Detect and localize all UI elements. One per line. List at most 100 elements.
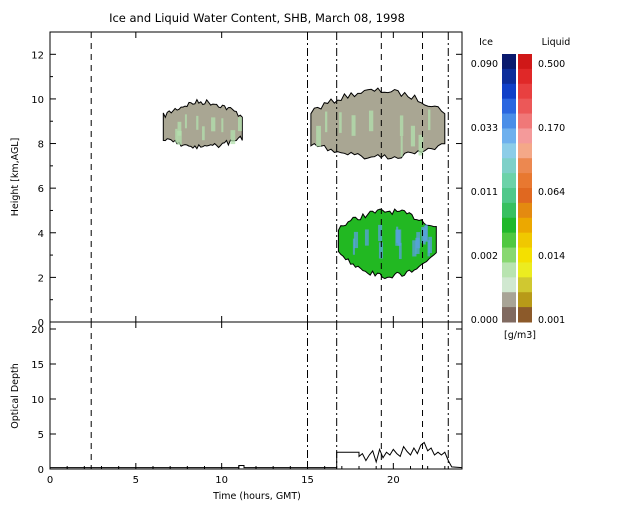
height-tick-label-6: 12: [31, 50, 44, 61]
optical-tick-label-2: 10: [31, 395, 44, 406]
cloud-streak-0-9: [202, 126, 205, 141]
cloud-streak-1-5: [428, 109, 431, 131]
cloud-streak-2-16: [423, 225, 428, 242]
optical-tick-label-0: 0: [38, 465, 44, 476]
cloud-streak-2-12: [396, 226, 399, 243]
colorbar-liquid-swatch-7: [518, 158, 532, 174]
optical-time-markers: [90, 322, 449, 469]
colorbar-liquid-label: Liquid: [542, 37, 571, 48]
colorbar-liquid-tick-0: 0.500: [538, 59, 565, 70]
cloud-streak-2-8: [415, 237, 420, 254]
optical-depth-series-line: [50, 441, 462, 469]
cloud-streak-1-3: [400, 136, 403, 157]
colorbar-ice-swatch-15: [502, 277, 516, 293]
colorbar-ice-swatch-16: [502, 292, 516, 308]
colorbar-ice-swatch-9: [502, 188, 516, 204]
time-tick-label-1: 5: [133, 475, 139, 486]
time-tick-label-3: 15: [301, 475, 314, 486]
colorbar-liquid-swatch-4: [518, 113, 532, 129]
colorbar-ice-label: Ice: [479, 37, 493, 48]
height-tick-label-4: 8: [38, 140, 44, 151]
time-markers: [90, 32, 449, 322]
cloud-streak-0-1: [196, 115, 199, 130]
plot-frame: [49, 31, 463, 470]
cloud-streak-2-13: [397, 229, 402, 246]
cloud-streak-2-11: [412, 240, 417, 257]
colorbar-ticks: 0.090 0.033 0.011 0.002 0.000 0.500 0.170 0.064…: [471, 59, 565, 326]
colorbar-liquid-swatch-16: [518, 292, 532, 308]
height-tick-label-3: 6: [38, 184, 44, 195]
colorbar-liquid-tick-2: 0.064: [538, 187, 565, 198]
time-tick-label-2: 10: [215, 475, 228, 486]
cloud-streak-0-3: [177, 121, 182, 136]
colorbar-liquid-tick-1: 0.170: [538, 123, 565, 134]
cloud-streak-2-4: [378, 224, 383, 242]
water-content-panel: 0 2 4 6 8 10 12 Height [km,AGL]: [10, 32, 462, 329]
colorbar-ice-swatch-14: [502, 262, 516, 278]
colorbar-liquid-swatch-6: [518, 143, 532, 159]
colorbar-ice-swatch-6: [502, 143, 516, 159]
cloud-streak-0-4: [177, 130, 182, 145]
cloud-streak-1-8: [339, 112, 342, 133]
height-tick-label-5: 10: [31, 95, 44, 106]
cloud-streak-1-0: [351, 115, 356, 136]
colorbar: Ice Liquid 0.090 0.033 0.011 0.002 0.000 0.50…: [471, 37, 571, 341]
colorbar-ice-tick-1: 0.033: [471, 123, 498, 134]
colorbar-ice-swatch-2: [502, 83, 516, 100]
colorbar-liquid-swatch-12: [518, 232, 532, 249]
colorbar-ice-swatch-11: [502, 217, 516, 234]
height-tick-label-2: 4: [38, 229, 44, 240]
cloud-streak-0-0: [175, 128, 178, 143]
cloud-regions: [162, 87, 446, 280]
optical-depth-axis-label: Optical Depth: [10, 363, 21, 429]
colorbar-ice-column: [502, 54, 516, 323]
colorbar-ice-swatch-8: [502, 173, 516, 189]
time-axis-label: Time (hours, GMT): [212, 491, 301, 502]
cloud-streak-0-8: [211, 117, 216, 132]
chart-title: Ice and Liquid Water Content, SHB, March…: [109, 11, 405, 25]
colorbar-liquid-swatch-2: [518, 83, 532, 100]
colorbar-ice-swatch-13: [502, 247, 516, 263]
optical-tick-label-1: 5: [38, 430, 44, 441]
cloud-streak-1-7: [316, 125, 321, 147]
colorbar-ice-tick-3: 0.002: [471, 251, 498, 262]
colorbar-ice-swatch-5: [502, 128, 516, 144]
cloud-streak-2-9: [353, 231, 359, 249]
colorbar-liquid-swatch-13: [518, 247, 532, 263]
cloud-streak-1-9: [399, 115, 404, 137]
colorbar-liquid-column: [518, 54, 532, 323]
colorbar-ice-swatch-0: [502, 54, 516, 70]
cloud-streak-2-17: [378, 242, 383, 259]
colorbar-liquid-swatch-9: [518, 188, 532, 204]
cloud-streak-2-15: [398, 242, 402, 259]
optical-tick-label-3: 15: [31, 360, 44, 371]
cloud-streak-0-7: [184, 114, 187, 129]
colorbar-liquid-swatch-0: [518, 54, 532, 70]
cloud-streak-2-14: [364, 229, 369, 246]
cloud-streak-2-10: [428, 236, 432, 253]
colorbar-liquid-swatch-14: [518, 262, 532, 278]
colorbar-ice-swatch-1: [502, 68, 516, 85]
colorbar-liquid-swatch-10: [518, 202, 532, 219]
colorbar-ice-swatch-12: [502, 232, 516, 249]
colorbar-liquid-tick-3: 0.014: [538, 251, 565, 262]
time-tick-label-0: 0: [47, 475, 53, 486]
cloud-streak-0-5: [230, 130, 236, 145]
height-axis-label: Height [km,AGL]: [10, 138, 21, 217]
colorbar-liquid-tick-4: 0.001: [538, 315, 565, 326]
colorbar-liquid-swatch-1: [518, 68, 532, 85]
optical-depth-axis: 0 5 10 15 20: [31, 325, 462, 476]
colorbar-liquid-swatch-5: [518, 128, 532, 144]
colorbar-ice-swatch-17: [502, 307, 516, 323]
cloud-region-0: [162, 98, 243, 150]
optical-tick-label-4: 20: [31, 325, 44, 336]
cloud-region-1: [310, 87, 446, 160]
height-tick-label-0: 0: [38, 318, 44, 329]
colorbar-liquid-swatch-17: [518, 307, 532, 323]
time-tick-label-4: 20: [387, 475, 400, 486]
cloud-streak-1-2: [418, 134, 424, 156]
height-tick-label-1: 2: [38, 273, 44, 284]
colorbar-ice-tick-4: 0.000: [471, 315, 498, 326]
cloud-streak-0-2: [237, 117, 242, 132]
